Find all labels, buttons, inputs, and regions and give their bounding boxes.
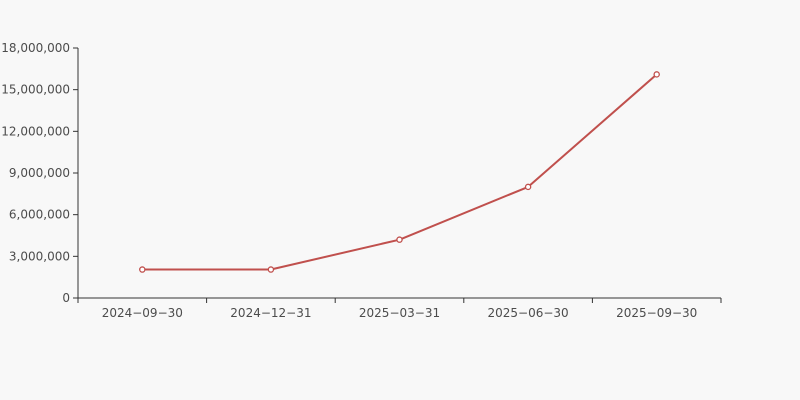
y-axis-tick-label: 0 [62, 291, 70, 305]
data-point[interactable] [139, 266, 146, 273]
x-axis-tick-label: 2025−06−30 [488, 306, 569, 320]
x-axis-tick-label: 2025−03−31 [359, 306, 440, 320]
data-point[interactable] [267, 266, 275, 273]
y-axis-tick-label: 3,000,000 [9, 249, 70, 263]
data-point[interactable] [524, 183, 532, 191]
x-axis-tick-label: 2025−09−30 [616, 306, 697, 320]
x-axis-tick-label: 2024−12−31 [230, 306, 311, 320]
y-axis-tick-label: 18,000,000 [1, 41, 70, 55]
x-axis-tick-label: 2024−09−30 [102, 306, 183, 320]
y-axis-tick-label: 6,000,000 [9, 208, 70, 222]
y-axis-tick-label: 12,000,000 [1, 124, 70, 138]
data-point[interactable] [396, 236, 403, 243]
data-point[interactable] [653, 71, 660, 78]
y-axis-tick-label: 9,000,000 [9, 166, 70, 180]
y-axis-tick-label: 15,000,000 [1, 83, 70, 97]
